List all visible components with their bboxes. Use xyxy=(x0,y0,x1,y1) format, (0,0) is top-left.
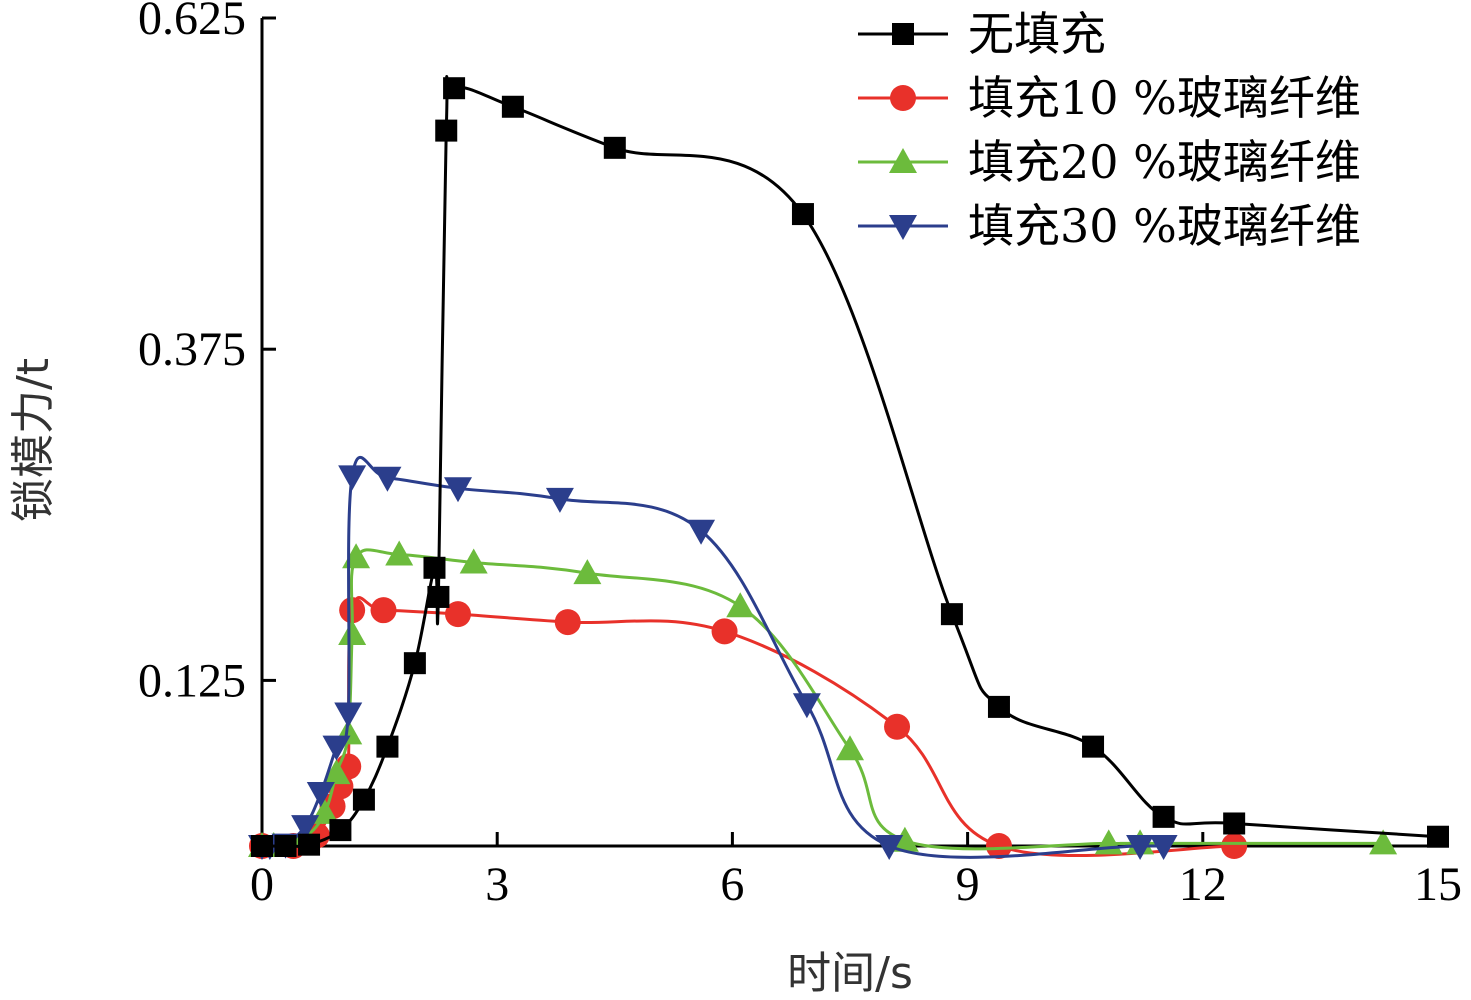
series-layer xyxy=(248,75,1449,860)
legend-marker xyxy=(889,148,917,173)
x-tick-label: 6 xyxy=(720,858,744,911)
data-point xyxy=(1223,812,1246,835)
data-point xyxy=(1149,835,1178,860)
data-point xyxy=(884,713,911,740)
data-point xyxy=(322,735,351,761)
legend-item: 填充10 %玻璃纤维 xyxy=(858,71,1361,125)
data-point xyxy=(545,487,574,513)
data-point xyxy=(423,556,446,579)
data-point xyxy=(792,693,821,719)
legend-item: 填充20 %玻璃纤维 xyxy=(858,135,1361,189)
data-point xyxy=(1094,829,1123,855)
data-point xyxy=(370,597,397,624)
data-point xyxy=(940,603,963,626)
data-point xyxy=(352,788,375,811)
data-point xyxy=(376,735,399,758)
data-point xyxy=(573,559,602,585)
y-tick-label: 0.625 xyxy=(138,0,246,45)
legend-label: 无填充 xyxy=(968,7,1106,61)
data-point xyxy=(791,203,814,226)
data-point xyxy=(334,702,363,728)
data-point xyxy=(836,735,864,761)
data-point xyxy=(427,585,450,608)
series-4 xyxy=(248,455,1178,860)
data-point xyxy=(403,652,426,675)
legend-marker xyxy=(890,85,916,111)
series-line xyxy=(261,75,1439,848)
series-line xyxy=(261,455,1171,859)
legend-marker xyxy=(889,215,917,240)
data-point xyxy=(987,695,1010,718)
data-point xyxy=(1152,805,1175,828)
data-point xyxy=(251,835,273,857)
series-2 xyxy=(249,596,1248,859)
data-point xyxy=(1221,833,1248,859)
y-axis-title: 锁模力/t xyxy=(8,358,59,522)
legend-label: 填充30 %玻璃纤维 xyxy=(968,199,1361,253)
x-tick-label: 9 xyxy=(956,858,980,911)
data-point xyxy=(291,815,320,841)
x-tick-label: 15 xyxy=(1414,858,1462,911)
data-point xyxy=(322,759,351,785)
data-point xyxy=(1369,829,1398,855)
plot-area: 0 3 6 9 12 15 0.125 0.375 0.625 xyxy=(138,0,1462,911)
data-point xyxy=(444,477,472,503)
x-tick-label: 12 xyxy=(1179,858,1227,911)
data-point xyxy=(310,798,339,824)
y-tick-label: 0.375 xyxy=(138,323,246,376)
data-point xyxy=(274,835,297,857)
legend-label: 填充20 %玻璃纤维 xyxy=(968,135,1361,189)
y-tick-label: 0.125 xyxy=(138,654,246,707)
series-line xyxy=(261,596,1235,858)
legend-item: 填充30 %玻璃纤维 xyxy=(858,199,1361,253)
legend-label: 填充10 %玻璃纤维 xyxy=(968,71,1361,125)
data-point xyxy=(890,826,919,852)
data-point xyxy=(687,519,716,545)
data-point xyxy=(338,620,367,646)
data-point xyxy=(1126,835,1155,860)
data-point xyxy=(459,548,488,574)
data-point xyxy=(501,95,524,118)
data-point xyxy=(435,119,458,142)
data-point xyxy=(554,609,581,636)
data-point xyxy=(603,136,626,159)
series-3 xyxy=(248,540,1398,857)
data-point xyxy=(875,835,904,860)
data-point xyxy=(711,618,738,645)
x-axis-title: 时间/s xyxy=(787,948,913,999)
data-point xyxy=(306,782,335,808)
x-tick-label: 3 xyxy=(485,858,509,911)
data-point xyxy=(985,833,1012,859)
data-point xyxy=(373,466,402,492)
series-1 xyxy=(251,75,1449,857)
data-point xyxy=(385,540,414,566)
legend-marker xyxy=(892,23,914,45)
data-point xyxy=(338,465,367,491)
data-point xyxy=(342,543,371,569)
data-point xyxy=(726,592,755,618)
data-point xyxy=(1082,735,1105,758)
data-point xyxy=(1427,825,1449,848)
data-point xyxy=(445,601,471,628)
data-point xyxy=(443,77,466,100)
x-tick-label: 0 xyxy=(250,858,274,911)
data-point xyxy=(329,819,352,842)
data-point xyxy=(298,833,321,856)
legend-item: 无填充 xyxy=(858,7,1106,61)
